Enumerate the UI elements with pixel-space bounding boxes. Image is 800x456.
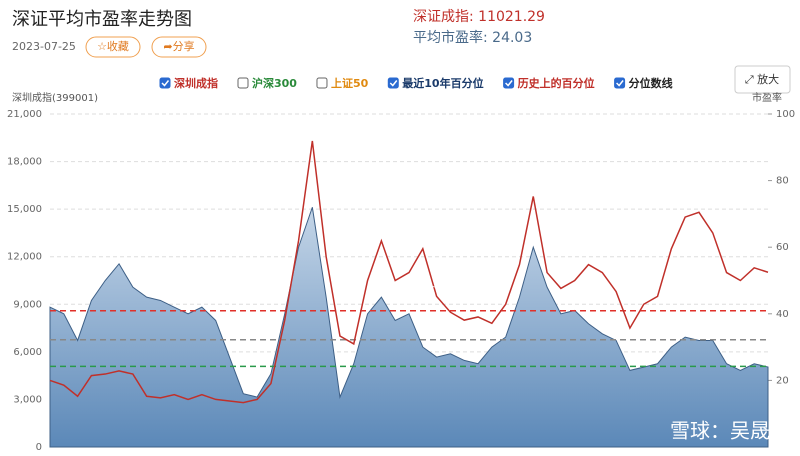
y2-tick-label: 60 <box>776 242 789 253</box>
favorite-button[interactable] <box>85 36 141 58</box>
index-line <box>49 140 769 404</box>
y-tick-label: 15,000 <box>7 204 42 215</box>
legend-label: 分位数线 <box>629 76 673 90</box>
zoom-label: ⤢ 放大 <box>745 72 779 86</box>
legend-label: 沪深300 <box>252 76 297 90</box>
y2-tick-label: 80 <box>776 176 789 187</box>
y-axis-title: 深圳成指(399001) <box>12 91 98 104</box>
legend-label: 历史上的百分位 <box>518 76 595 90</box>
legend-checkbox[interactable] <box>316 77 328 89</box>
legend-checkbox[interactable] <box>614 77 626 89</box>
y-tick-label: 0 <box>36 442 42 453</box>
share-label: ➦分享 <box>163 39 194 53</box>
y2-tick-label: 100 <box>776 109 795 120</box>
y-tick-label: 3,000 <box>13 394 42 405</box>
title: 深证平均市盈率走势图 <box>12 9 192 30</box>
legend-check <box>389 80 398 87</box>
y-tick-label: 12,000 <box>7 252 42 263</box>
legend-checkbox[interactable] <box>387 77 399 89</box>
y-tick-label: 18,000 <box>7 157 42 168</box>
legend-label: 深圳成指 <box>174 76 218 90</box>
y2-tick-label: 40 <box>776 309 789 320</box>
legend-label: 上证50 <box>331 76 369 90</box>
y2-tick-label: 20 <box>776 375 789 386</box>
legend-check <box>616 80 624 87</box>
y-tick-label: 9,000 <box>13 299 42 310</box>
y2-axis-title: 市盈率 <box>752 91 782 104</box>
legend-check <box>161 80 170 87</box>
zoom-button[interactable] <box>734 65 791 94</box>
watermark: legulegu.com <box>368 283 456 298</box>
signature: 雪球：吴晟以 <box>670 419 790 443</box>
legend-checkbox[interactable] <box>237 77 249 89</box>
index-reading: 深证成指: 11021.29 <box>413 9 545 25</box>
y-tick-label: 6,000 <box>13 347 42 358</box>
legend-check <box>505 80 513 87</box>
legend-checkbox[interactable] <box>159 77 171 89</box>
legend-checkbox[interactable] <box>503 77 515 89</box>
y-tick-label: 21,000 <box>7 109 42 120</box>
share-button[interactable] <box>151 36 207 58</box>
pe-area <box>49 207 769 448</box>
date: 2023-07-25 <box>12 40 76 53</box>
pe-reading: 平均市盈率: 24.03 <box>413 29 532 46</box>
legend-label: 最近10年百分位 <box>402 76 483 90</box>
favorite-label: ☆收藏 <box>97 39 129 53</box>
